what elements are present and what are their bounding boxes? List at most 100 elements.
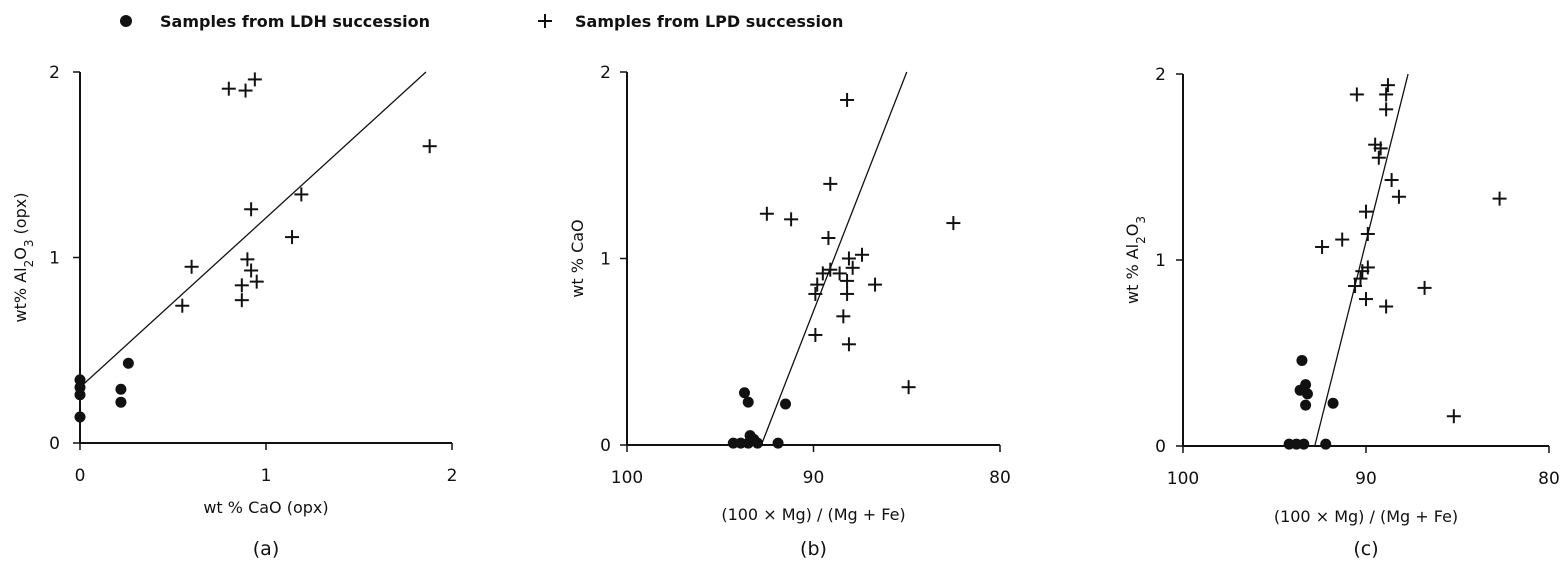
lpd-point — [1353, 271, 1368, 286]
lpd-point — [244, 202, 259, 217]
lpd-point — [285, 230, 300, 245]
ldh-point — [1320, 438, 1332, 450]
lpd-point — [249, 274, 264, 289]
lpd-point — [1348, 279, 1363, 294]
legend-label-lpd: Samples from LPD succession — [575, 12, 843, 31]
y-axis-label: wt % Al2O3 — [1123, 216, 1148, 304]
lpd-point — [1371, 150, 1386, 165]
lpd-point — [1373, 141, 1388, 156]
lpd-point — [759, 206, 774, 221]
y-tick-label: 1 — [600, 250, 611, 270]
ldh-point — [115, 396, 127, 408]
x-tick-label: 2 — [447, 466, 458, 486]
legend-plus-marker — [538, 14, 552, 28]
lpd-point — [1349, 87, 1364, 102]
lpd-point — [175, 298, 190, 313]
lpd-point — [234, 293, 249, 308]
lpd-point — [784, 212, 799, 227]
lpd-point — [868, 277, 883, 292]
y-tick-label: 0 — [1155, 437, 1166, 457]
lpd-point — [240, 252, 255, 267]
lpd-point — [810, 277, 825, 292]
x-tick-label: 80 — [1538, 469, 1560, 489]
lpd-point — [1359, 292, 1373, 307]
panel-b: 100 90 80 0 1 2 (100 × Mg) / (Mg + Fe) wt % CaO… — [568, 63, 1011, 560]
trend-line — [1314, 73, 1409, 447]
lpd-point — [1335, 232, 1350, 247]
lpd-point — [1492, 191, 1507, 206]
x-tick-label: 80 — [989, 468, 1011, 488]
ldh-point — [1327, 397, 1339, 409]
lpd-point — [821, 230, 836, 245]
lpd-point — [1391, 189, 1406, 204]
legend-label-ldh: Samples from LDH succession — [160, 12, 430, 31]
trend-line — [760, 71, 908, 446]
panel-label: (a) — [253, 538, 279, 560]
panel-a: 0 1 2 0 1 2 wt % CaO (opx) wt% Al2O3 (opx) (a) — [11, 63, 457, 560]
lpd-point — [946, 216, 961, 231]
x-axis-label: (100 × Mg) / (Mg + Fe) — [721, 505, 905, 524]
lpd-point — [422, 139, 437, 154]
lpd-point — [1379, 87, 1394, 102]
lpd-point — [294, 187, 309, 202]
lpd-point — [1380, 78, 1395, 93]
y-tick-label: 0 — [600, 436, 611, 456]
x-tick-label: 1 — [261, 466, 272, 486]
y-tick-label: 2 — [600, 63, 611, 83]
x-tick-label: 90 — [803, 468, 825, 488]
y-tick-label: 1 — [49, 249, 60, 269]
lpd-point — [840, 92, 855, 107]
x-tick-label: 100 — [1167, 469, 1199, 489]
ldh-point — [1300, 399, 1312, 411]
lpd-point — [247, 72, 262, 87]
y-axis-label: wt% Al2O3 (opx) — [11, 193, 36, 323]
lpd-point — [832, 266, 847, 281]
lpd-point — [823, 176, 838, 191]
legend-dot-marker — [120, 15, 132, 27]
x-tick-label: 100 — [611, 468, 643, 488]
lpd-point — [836, 309, 851, 324]
ldh-point — [1298, 438, 1310, 450]
x-tick-label: 90 — [1355, 469, 1377, 489]
lpd-point — [841, 251, 856, 266]
lpd-point — [808, 327, 823, 342]
y-axis-label: wt % CaO — [568, 219, 587, 297]
y-tick-label: 0 — [49, 434, 60, 454]
lpd-point — [1379, 299, 1394, 314]
lpd-point — [901, 380, 916, 395]
x-axis-label: (100 × Mg) / (Mg + Fe) — [1274, 507, 1458, 526]
lpd-point — [234, 278, 249, 293]
panel-label: (c) — [1353, 538, 1378, 560]
ldh-point — [772, 437, 784, 449]
lpd-point — [841, 337, 856, 352]
lpd-point — [244, 263, 259, 278]
lpd-point — [1417, 280, 1432, 295]
lpd-point — [1315, 239, 1330, 254]
ldh-point — [122, 357, 134, 369]
lpd-point — [845, 260, 860, 275]
lpd-point — [854, 247, 869, 262]
lpd-point — [840, 286, 855, 301]
lpd-point — [221, 81, 236, 96]
ldh-point — [752, 437, 764, 449]
panel-c: 100 90 80 0 1 2 (100 × Mg) / (Mg + Fe) wt % Al2… — [1123, 65, 1560, 560]
ldh-point — [74, 411, 86, 423]
lpd-point — [1384, 173, 1399, 188]
y-tick-label: 2 — [49, 63, 60, 83]
ldh-point — [780, 398, 792, 410]
y-tick-label: 1 — [1155, 251, 1166, 271]
ldh-point — [1296, 354, 1308, 366]
lpd-point — [238, 83, 253, 98]
x-axis-label: wt % CaO (opx) — [203, 498, 328, 517]
x-tick-label: 0 — [75, 466, 86, 486]
ldh-point — [1294, 384, 1306, 396]
panel-label: (b) — [800, 538, 827, 560]
lpd-point — [815, 266, 830, 281]
ldh-point — [742, 437, 754, 449]
lpd-point — [1446, 409, 1461, 424]
lpd-point — [808, 286, 823, 301]
lpd-point — [823, 262, 838, 277]
lpd-point — [184, 259, 199, 274]
lpd-point — [1360, 260, 1375, 275]
